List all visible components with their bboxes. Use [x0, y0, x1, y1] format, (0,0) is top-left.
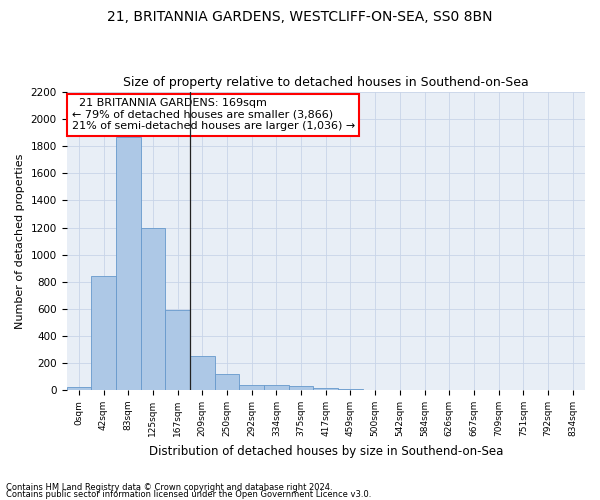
Text: Contains HM Land Registry data © Crown copyright and database right 2024.: Contains HM Land Registry data © Crown c…	[6, 484, 332, 492]
Bar	[116, 137, 140, 390]
Bar	[289, 386, 313, 390]
Bar	[313, 388, 338, 390]
Bar	[140, 228, 165, 390]
Text: 21 BRITANNIA GARDENS: 169sqm
← 79% of detached houses are smaller (3,866)
21% of: 21 BRITANNIA GARDENS: 169sqm ← 79% of de…	[72, 98, 355, 131]
Bar	[264, 385, 289, 390]
Bar	[165, 310, 190, 390]
Title: Size of property relative to detached houses in Southend-on-Sea: Size of property relative to detached ho…	[123, 76, 529, 90]
X-axis label: Distribution of detached houses by size in Southend-on-Sea: Distribution of detached houses by size …	[149, 444, 503, 458]
Bar	[190, 356, 215, 390]
Bar	[91, 276, 116, 390]
Text: 21, BRITANNIA GARDENS, WESTCLIFF-ON-SEA, SS0 8BN: 21, BRITANNIA GARDENS, WESTCLIFF-ON-SEA,…	[107, 10, 493, 24]
Bar	[239, 384, 264, 390]
Y-axis label: Number of detached properties: Number of detached properties	[15, 154, 25, 329]
Text: Contains public sector information licensed under the Open Government Licence v3: Contains public sector information licen…	[6, 490, 371, 499]
Bar	[215, 374, 239, 390]
Bar	[67, 386, 91, 390]
